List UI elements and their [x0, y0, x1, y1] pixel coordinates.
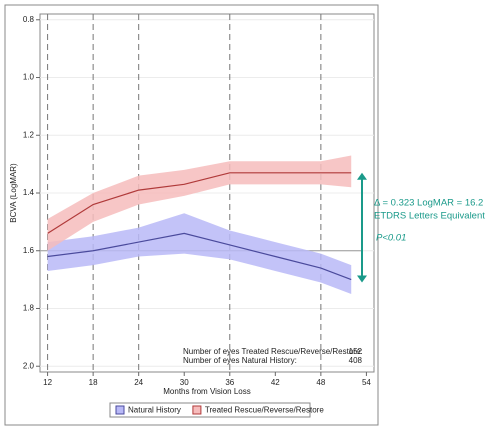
arrow-head — [357, 275, 367, 283]
count-label: Number of eyes Natural History: — [183, 356, 297, 365]
legend-label: Treated Rescue/Reverse/Restore — [205, 406, 324, 415]
line — [47, 232, 352, 281]
x-tick-label: 54 — [362, 378, 371, 387]
x-tick-label: 42 — [271, 378, 280, 387]
x-tick-label: 18 — [89, 378, 98, 387]
x-tick-label: 36 — [225, 378, 234, 387]
confidence-band — [47, 155, 352, 251]
figure-border — [4, 4, 379, 426]
x-tick-label: 30 — [180, 378, 189, 387]
y-tick-label: 1.8 — [23, 304, 35, 313]
y-axis-label: BCVA (LogMAR) — [9, 163, 18, 223]
legend-label: Natural History — [128, 406, 181, 415]
annotation-text: ETDRS Letters Equivalent — [374, 211, 485, 222]
y-tick-label: 1.6 — [23, 246, 35, 255]
count-value: 152 — [349, 347, 363, 356]
count-label: Number of eyes Treated Rescue/Reverse/Re… — [183, 347, 363, 356]
x-axis-label: Months from Vision Loss — [163, 387, 250, 396]
annotation-text: Δ = 0.323 LogMAR = 16.2 — [374, 198, 483, 209]
arrow-head — [357, 172, 367, 180]
legend-swatch — [192, 405, 202, 415]
legend-swatch — [115, 405, 125, 415]
x-tick-label: 12 — [43, 378, 52, 387]
y-tick-label: 0.8 — [23, 15, 35, 24]
y-tick-label: 1.4 — [23, 188, 35, 197]
legend-box — [109, 402, 311, 418]
y-tick-label: 2.0 — [23, 361, 35, 370]
y-tick-label: 1.2 — [23, 130, 35, 139]
x-tick-label: 48 — [316, 378, 325, 387]
annotation-p: P<0.01 — [376, 233, 406, 244]
y-tick-label: 1.0 — [23, 73, 35, 82]
count-value: 408 — [349, 356, 363, 365]
confidence-band — [47, 213, 352, 295]
line — [47, 172, 352, 234]
x-tick-label: 24 — [134, 378, 143, 387]
